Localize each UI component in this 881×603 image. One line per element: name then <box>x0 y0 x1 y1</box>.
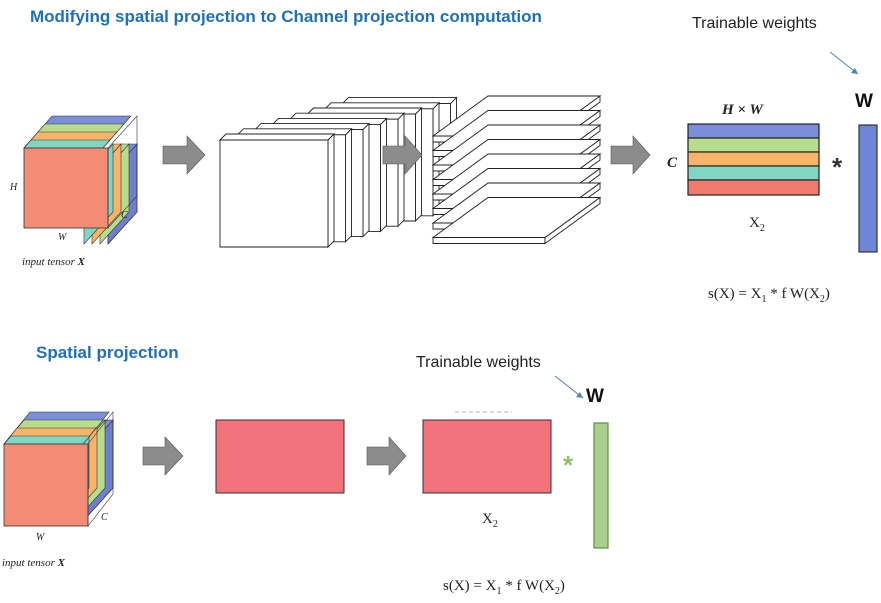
bottom-spatial-map <box>215 419 345 494</box>
top-title: Modifying spatial projection to Channel … <box>30 7 542 26</box>
feature-map-side <box>327 132 335 249</box>
top-input-tensor <box>23 115 138 246</box>
bottom-input-tensor <box>3 411 114 527</box>
top-formula: s(X) = X1 * f W(X2) <box>708 286 830 305</box>
feature-map-side <box>362 122 370 238</box>
bottom-arrow-1 <box>142 436 184 476</box>
bottom-matrix-name: X2 <box>482 511 498 530</box>
top-axis-h-label: H <box>9 182 18 193</box>
top-multiply-symbol: * <box>832 152 843 182</box>
matrix-top-label: H × W <box>721 102 764 118</box>
top-weights-vector <box>858 124 878 253</box>
plane-top-face <box>431 197 602 238</box>
bottom-axis-w-label: W <box>36 532 46 543</box>
top-arrow-2 <box>382 135 423 175</box>
top-trainable-weights-label: Trainable weights <box>692 15 817 32</box>
feature-map-face <box>219 139 329 248</box>
matrix-side-label: C <box>667 155 678 171</box>
feature-map-side <box>380 117 387 233</box>
top-matrix-name: X2 <box>749 215 765 234</box>
feature-map-top <box>218 133 336 141</box>
feature-map-side <box>397 112 405 228</box>
bottom-spatial-matrix <box>422 419 552 494</box>
top-axis-c-label: C <box>121 210 128 221</box>
top-input-caption: input tensor X <box>22 256 86 268</box>
top-axis-w-label: W <box>58 232 68 243</box>
bottom-axis-c-label: C <box>101 512 108 523</box>
top-arrow-1 <box>162 135 206 175</box>
channel-matrix <box>687 123 820 196</box>
bottom-formula: s(X) = X1 * f W(X2) <box>443 578 565 597</box>
top-channel-plane-stack <box>431 95 602 245</box>
top-weights-pointer-arrow <box>829 51 859 75</box>
top-weights-symbol: W <box>855 91 873 112</box>
bottom-trainable-weights-label: Trainable weights <box>416 354 541 371</box>
bottom-input-caption: input tensor X <box>2 557 66 569</box>
feature-map-side <box>415 106 422 223</box>
bottom-weights-vector <box>593 422 609 549</box>
top-arrow-3 <box>610 135 651 175</box>
bottom-weights-symbol: W <box>586 386 604 407</box>
bottom-weights-pointer-arrow <box>554 375 584 399</box>
feature-map-side <box>345 127 352 243</box>
bottom-title: Spatial projection <box>36 343 179 362</box>
bottom-multiply-symbol: * <box>563 450 574 480</box>
plane-edge-front <box>432 237 546 244</box>
top-feature-map-stack <box>218 96 458 249</box>
bottom-arrow-2 <box>366 436 407 476</box>
